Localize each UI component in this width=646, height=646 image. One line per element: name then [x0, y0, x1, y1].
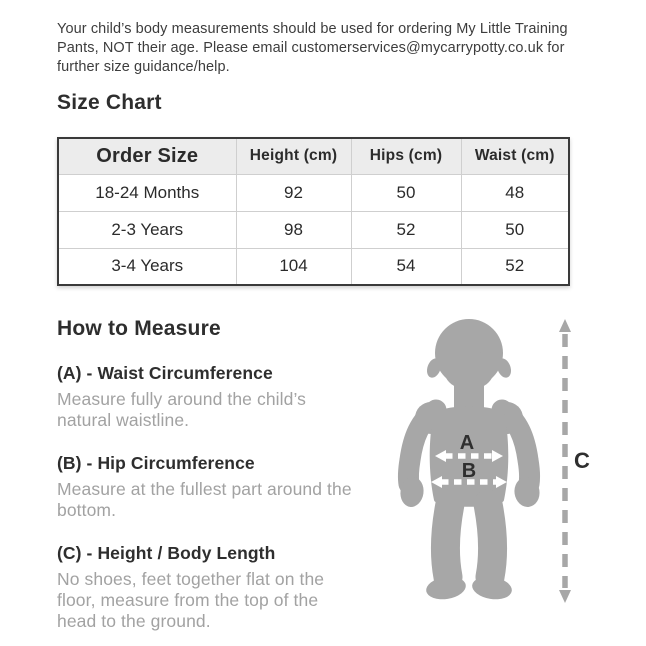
waist-label: A — [460, 432, 474, 454]
table-row: 3-4 Years 104 54 52 — [57, 247, 570, 286]
intro-text-before: Your child’s body measurements should be… — [57, 21, 568, 56]
height-cell: 104 — [235, 247, 352, 286]
hips-cell: 50 — [350, 173, 462, 212]
step-description-waist: Measure fully around the child’s natural… — [57, 389, 306, 430]
table-row: 18-24 Months 92 50 48 — [57, 173, 570, 212]
email-link[interactable]: customerservices@mycarrypotty.co.uk — [291, 40, 544, 56]
step-heading-hip: (B) - Hip Circumference — [57, 453, 255, 473]
table-header-row: Order Size Height (cm) Hips (cm) Waist (… — [57, 137, 570, 175]
height-label: C — [574, 448, 590, 473]
measure-step-hip: (B) - Hip Circumference Measure at the f… — [57, 453, 402, 521]
height-cell: 92 — [235, 173, 352, 212]
column-header-order-size: Order Size — [57, 137, 237, 175]
order-size-cell: 18-24 Months — [57, 173, 237, 212]
waist-cell: 52 — [460, 247, 570, 286]
hips-cell: 52 — [350, 210, 462, 249]
column-header-height: Height (cm) — [235, 137, 352, 175]
waist-cell: 48 — [460, 173, 570, 212]
hips-cell: 54 — [350, 247, 462, 286]
baby-figure-svg: A B C — [397, 319, 590, 603]
height-measure-line — [559, 319, 571, 603]
waist-cell: 50 — [460, 210, 570, 249]
how-to-measure-title: How to Measure — [57, 317, 221, 340]
measure-step-height: (C) - Height / Body Length No shoes, fee… — [57, 543, 402, 632]
intro-text-after: for further size guidance/help. — [57, 40, 565, 75]
table-row: 2-3 Years 98 52 50 — [57, 210, 570, 249]
step-description-height: No shoes, feet together flat on the floo… — [57, 569, 325, 631]
column-header-hips: Hips (cm) — [350, 137, 462, 175]
step-heading-height: (C) - Height / Body Length — [57, 543, 276, 563]
waist-measure-line — [435, 450, 503, 462]
measure-step-waist: (A) - Waist Circumference Measure fully … — [57, 363, 402, 431]
order-size-cell: 3-4 Years — [57, 247, 237, 286]
measurement-diagram: A B C — [396, 310, 636, 624]
hip-label: B — [462, 460, 476, 482]
baby-silhouette-icon — [397, 319, 541, 600]
size-chart-title: Size Chart — [57, 91, 162, 114]
column-header-waist: Waist (cm) — [460, 137, 570, 175]
size-chart-table: Order Size Height (cm) Hips (cm) Waist (… — [57, 137, 570, 286]
order-size-cell: 2-3 Years — [57, 210, 237, 249]
height-cell: 98 — [235, 210, 352, 249]
step-description-hip: Measure at the fullest part around the b… — [57, 479, 352, 520]
intro-paragraph: Your child’s body measurements should be… — [57, 20, 606, 77]
hip-measure-line — [431, 476, 507, 488]
step-heading-waist: (A) - Waist Circumference — [57, 363, 273, 383]
